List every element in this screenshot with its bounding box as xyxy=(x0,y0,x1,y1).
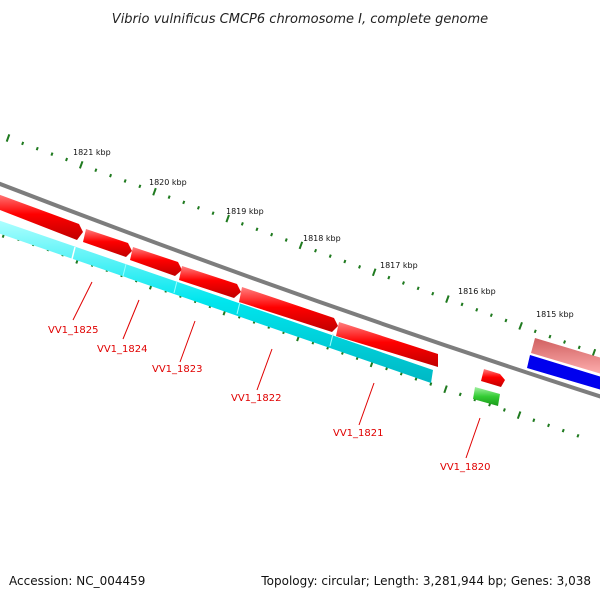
gene-label: VV1_1821 xyxy=(333,428,384,439)
gene-arrow[interactable] xyxy=(481,369,505,387)
minor-tick xyxy=(35,146,39,151)
minor-tick xyxy=(548,334,552,339)
minor-tick xyxy=(458,392,462,397)
major-tick xyxy=(225,214,230,223)
minor-tick xyxy=(429,382,433,386)
gene-label: VV1_1822 xyxy=(231,393,282,404)
gene-label: VV1_1825 xyxy=(48,325,99,336)
side-features xyxy=(527,338,600,390)
minor-tick xyxy=(475,307,479,312)
major-tick xyxy=(371,268,377,277)
gene-label: VV1_1820 xyxy=(440,462,491,473)
gene-arrow[interactable] xyxy=(0,193,83,240)
minor-tick xyxy=(196,205,200,210)
minor-tick xyxy=(138,184,142,189)
blue-feature xyxy=(527,355,600,390)
major-tick xyxy=(591,348,597,357)
minor-tick xyxy=(328,254,332,258)
ruler-label: 1819 kbp xyxy=(226,207,264,216)
minor-tick xyxy=(460,302,464,307)
ruler-label: 1815 kbp xyxy=(536,310,574,319)
major-tick xyxy=(152,187,157,196)
major-tick xyxy=(5,134,11,142)
minor-tick xyxy=(240,222,244,226)
major-tick xyxy=(298,241,304,250)
minor-tick xyxy=(502,408,506,412)
major-tick xyxy=(78,160,84,169)
minor-tick xyxy=(255,227,259,232)
minor-tick xyxy=(21,141,25,146)
genome-summary-text: Topology: circular; Length: 3,281,944 bp… xyxy=(261,574,591,588)
minor-tick xyxy=(401,281,405,285)
major-tick xyxy=(516,411,522,420)
minor-tick xyxy=(416,286,420,291)
major-tick xyxy=(518,321,523,330)
minor-tick xyxy=(358,265,362,269)
ruler-label: 1820 kbp xyxy=(149,178,187,187)
minor-tick xyxy=(431,291,435,296)
minor-tick xyxy=(576,433,580,438)
ruler-label: 1816 kbp xyxy=(458,287,496,296)
minor-tick xyxy=(94,168,98,173)
ruler-labels: 1821 kbp 1820 kbp 1819 kbp 1818 kbp 1817… xyxy=(73,148,574,319)
map-title: Vibrio vulnificus CMCP6 chromosome I, co… xyxy=(112,12,488,27)
gene-label: VV1_1823 xyxy=(152,364,203,375)
ruler-ticks xyxy=(5,134,597,357)
minor-tick xyxy=(489,313,493,318)
minor-tick xyxy=(123,179,127,183)
gene-arrow[interactable] xyxy=(130,247,182,276)
gene-labels: VV1_1825 VV1_1824 VV1_1823 VV1_1822 VV1_… xyxy=(48,281,491,473)
minor-tick xyxy=(270,232,274,237)
minor-tick xyxy=(533,329,537,334)
gene-arrow[interactable] xyxy=(239,287,338,332)
gene-arrow[interactable] xyxy=(179,266,241,298)
minor-tick xyxy=(65,157,69,162)
gene-label: VV1_1824 xyxy=(97,344,148,355)
minor-tick xyxy=(504,318,508,323)
reverse-strand-track xyxy=(0,220,433,383)
ruler-label: 1821 kbp xyxy=(73,148,111,157)
major-tick xyxy=(445,295,450,303)
minor-tick xyxy=(314,248,318,253)
minor-tick xyxy=(532,418,536,423)
minor-tick xyxy=(167,195,171,199)
forward-genes xyxy=(0,193,505,406)
minor-tick xyxy=(284,238,288,242)
minor-tick xyxy=(577,345,581,350)
minor-tick xyxy=(563,340,567,344)
ruler-label: 1817 kbp xyxy=(380,261,418,270)
minor-tick xyxy=(109,173,113,178)
major-tick xyxy=(443,385,448,394)
minor-tick xyxy=(547,423,551,428)
gene-arrow[interactable] xyxy=(336,322,438,367)
accession-text: Accession: NC_004459 xyxy=(9,574,146,588)
minor-tick xyxy=(211,211,215,216)
pink-feature xyxy=(531,338,600,374)
minor-tick xyxy=(387,275,391,280)
green-feature[interactable] xyxy=(473,387,500,406)
backbone-track xyxy=(0,181,600,399)
minor-tick xyxy=(561,428,565,433)
minor-tick xyxy=(50,152,54,156)
minor-tick xyxy=(182,200,186,205)
minor-tick xyxy=(343,259,347,264)
gene-arrow[interactable] xyxy=(83,229,132,257)
ruler-label: 1818 kbp xyxy=(303,234,341,243)
